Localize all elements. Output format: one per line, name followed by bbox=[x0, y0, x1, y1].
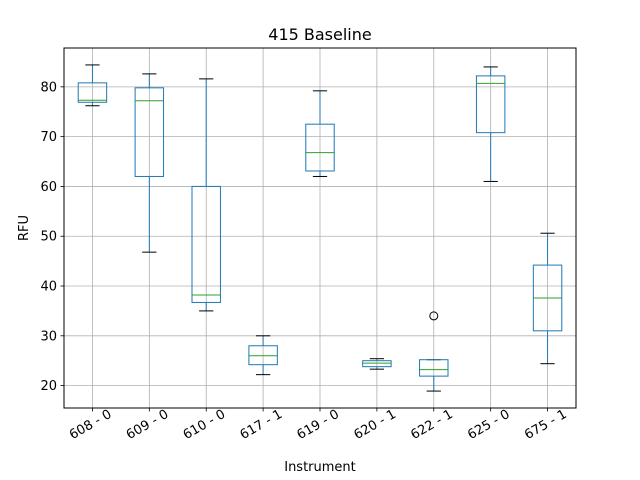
box-608-0 bbox=[77, 64, 108, 107]
y-tick-label: 60 bbox=[40, 180, 57, 195]
box-675-1 bbox=[532, 232, 563, 365]
y-tick-label: 70 bbox=[40, 130, 57, 145]
box-619-0 bbox=[305, 90, 335, 177]
box-610-0 bbox=[191, 78, 221, 312]
outlier-point bbox=[429, 311, 439, 321]
iqr-box bbox=[191, 185, 221, 303]
y-tick-label: 30 bbox=[40, 329, 57, 344]
box-617-1 bbox=[248, 335, 278, 376]
y-tick-label: 50 bbox=[40, 230, 57, 245]
grid-lines bbox=[64, 48, 576, 408]
box-620-1 bbox=[362, 358, 392, 370]
x-axis-title: Instrument bbox=[284, 460, 356, 475]
box-625-0 bbox=[475, 66, 506, 182]
y-tick-label: 20 bbox=[40, 379, 57, 394]
iqr-box bbox=[475, 75, 506, 134]
y-axis-ticks: 20 30 40 50 60 70 80 bbox=[40, 80, 64, 394]
iqr-box bbox=[305, 123, 335, 172]
y-tick-label: 40 bbox=[40, 280, 57, 295]
y-axis-title: RFU bbox=[17, 215, 32, 241]
iqr-box bbox=[134, 87, 165, 177]
box-609-0 bbox=[134, 73, 165, 253]
y-tick-label: 80 bbox=[40, 80, 57, 95]
iqr-box bbox=[419, 359, 449, 377]
chart-title: 415 Baseline bbox=[268, 25, 371, 44]
iqr-box bbox=[77, 82, 108, 103]
box-622-1 bbox=[419, 311, 449, 392]
boxes bbox=[77, 64, 563, 392]
